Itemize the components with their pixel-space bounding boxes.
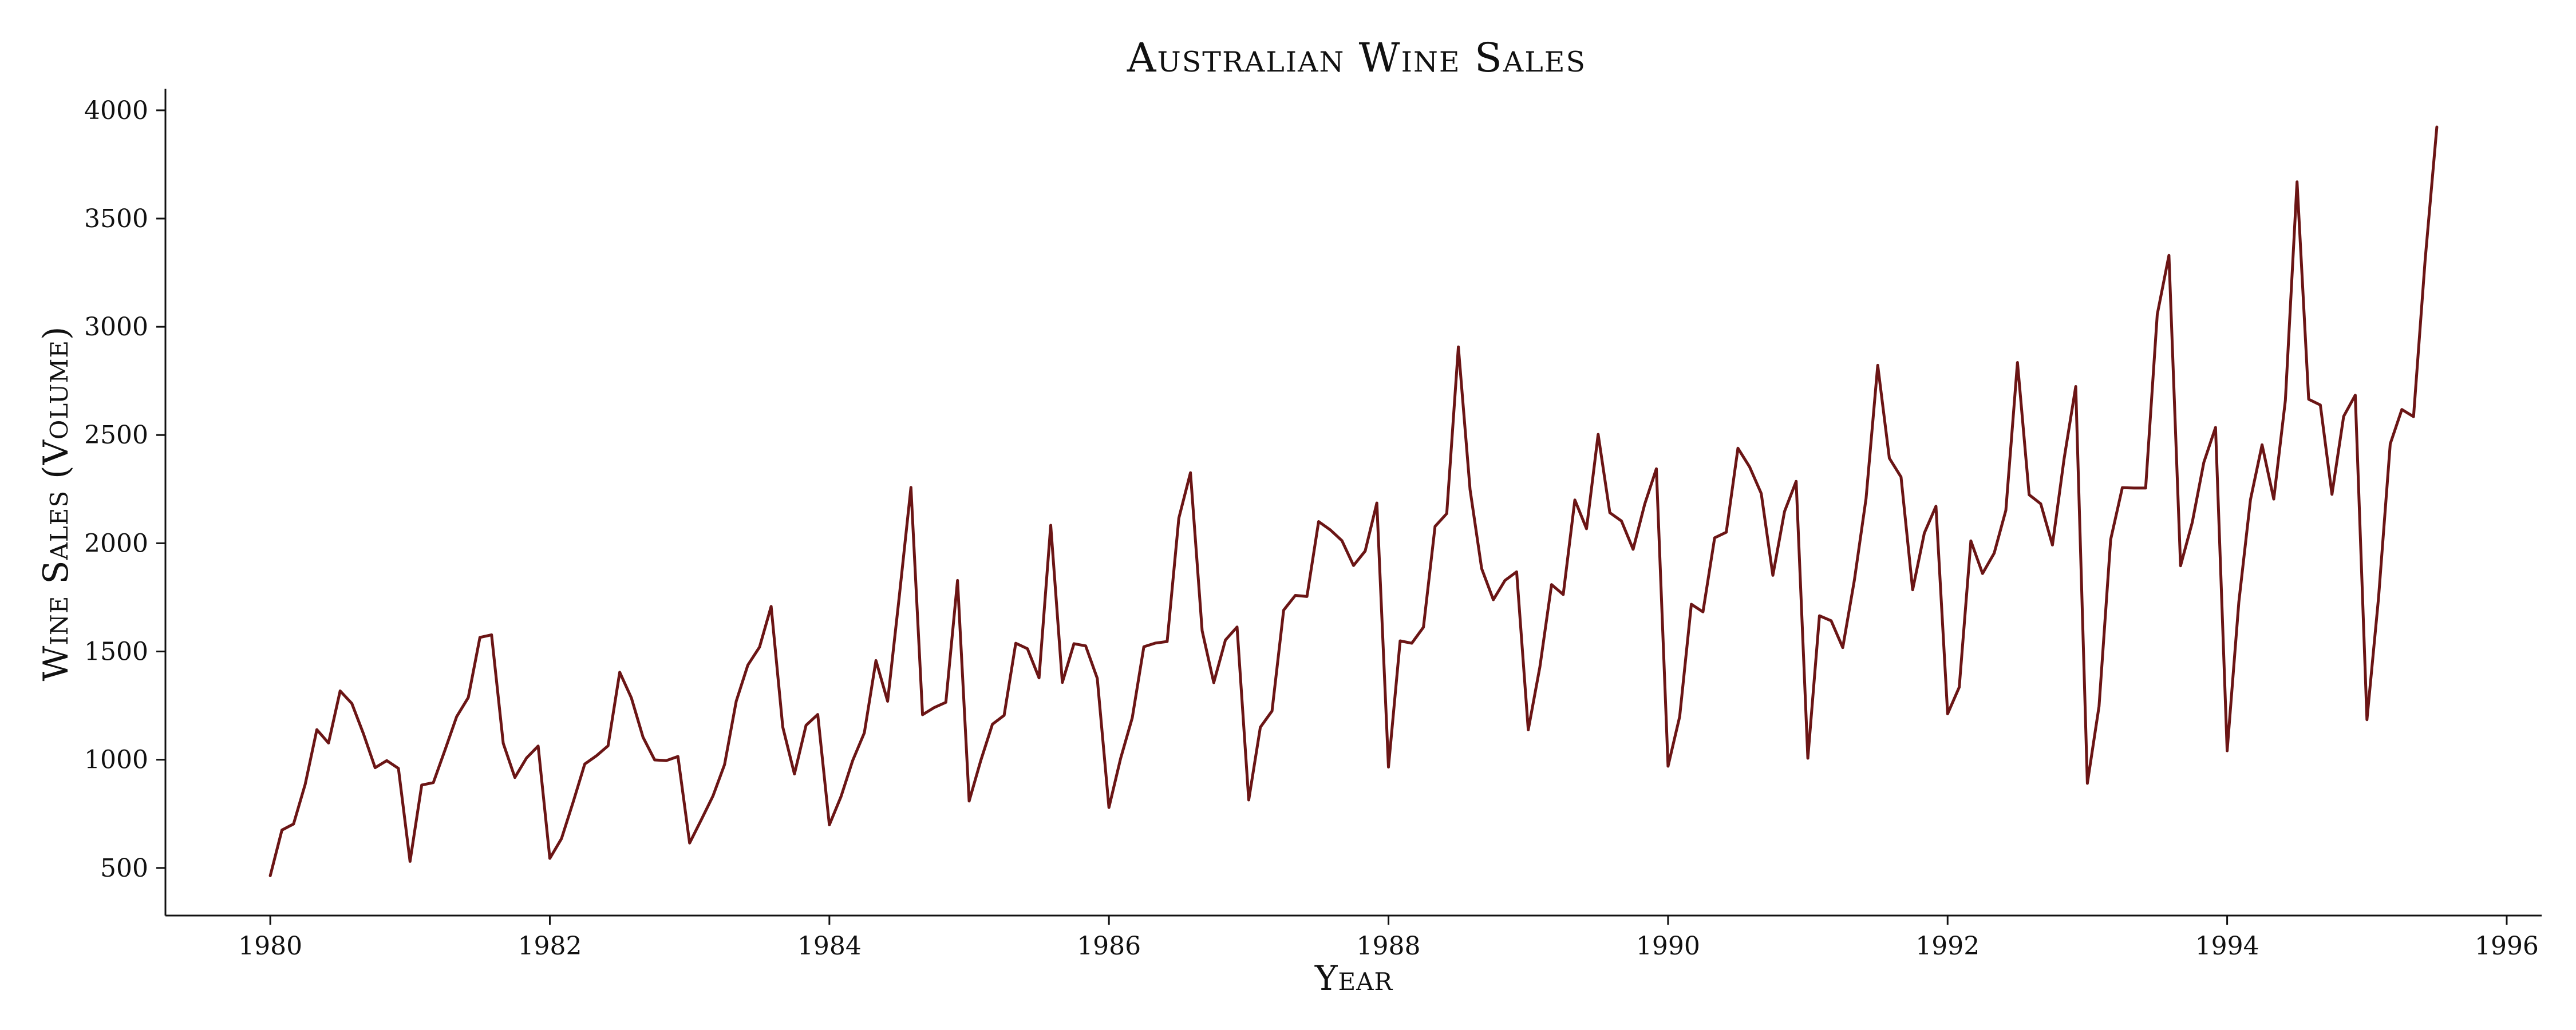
x-tick-label: 1994 xyxy=(2195,932,2259,961)
y-axis-label: Wine Sales (Volume) xyxy=(36,326,76,682)
x-tick-label: 1988 xyxy=(1357,932,1421,961)
y-tick-label: 2000 xyxy=(84,529,148,558)
x-tick-label: 1982 xyxy=(517,932,582,961)
chart-title: Australian Wine Sales xyxy=(1127,34,1586,81)
y-axis-ticks: 500 1000 1500 2000 2500 3000 3500 4000 xyxy=(84,96,165,883)
y-tick-label: 3500 xyxy=(84,204,148,233)
y-tick-label: 500 xyxy=(100,854,148,883)
y-tick-label: 1500 xyxy=(84,637,148,667)
series-line xyxy=(268,125,2439,877)
y-tick-label: 2500 xyxy=(84,421,148,450)
x-tick-label: 1990 xyxy=(1636,932,1700,961)
x-tick-label: 1980 xyxy=(238,932,302,961)
x-tick-label: 1992 xyxy=(1915,932,1980,961)
x-axis-ticks: 1980 1982 1984 1986 1988 1990 1992 1994 1996 xyxy=(238,916,2539,961)
y-tick-label: 4000 xyxy=(84,96,148,125)
x-tick-label: 1996 xyxy=(2475,932,2539,961)
y-tick-label: 3000 xyxy=(84,312,148,342)
x-tick-label: 1984 xyxy=(797,932,862,961)
y-tick-label: 1000 xyxy=(84,746,148,775)
x-tick-label: 1986 xyxy=(1077,932,1141,961)
x-axis-label: Year xyxy=(1314,958,1393,999)
